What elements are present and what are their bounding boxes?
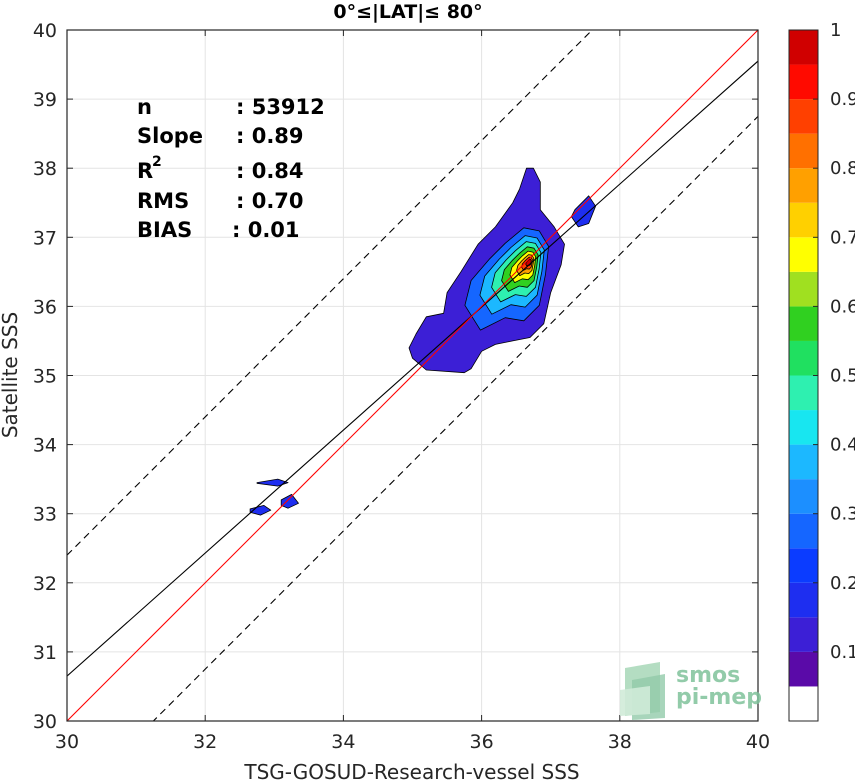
- x-tick-label: 40: [746, 731, 770, 753]
- colorbar: 0.1 0.2 0.3 0.4 0.5 0.6 0.7 0.8 0.9 1: [788, 20, 855, 722]
- colorbar-band: [789, 30, 818, 65]
- y-tick-label: 30: [33, 711, 57, 733]
- y-axis-ticks: 30 31 32 33 34 35 36 37 38 39 40: [33, 20, 758, 733]
- stat-n-label: n: [137, 95, 152, 119]
- colorbar-band: [789, 410, 818, 445]
- y-tick-label: 34: [33, 435, 57, 457]
- y-tick-label: 35: [33, 366, 57, 388]
- colorbar-band: [789, 548, 818, 583]
- colorbar-band: [789, 306, 818, 341]
- x-tick-label: 34: [331, 731, 355, 753]
- colorbar-tick-label: 0.5: [830, 366, 855, 387]
- stat-bias-value: : 0.01: [232, 218, 300, 242]
- colorbar-tick-label: 0.1: [830, 642, 855, 663]
- logo-text-line2: pi-mep: [676, 685, 762, 710]
- lower-bound-line: [152, 115, 758, 721]
- colorbar-band: [789, 444, 818, 480]
- upper-bound-line: [67, 30, 593, 556]
- x-axis-ticks: 30 32 34 36 38 40: [55, 30, 770, 753]
- colorbar-band: [789, 513, 818, 549]
- colorbar-band: [789, 99, 818, 134]
- stat-slope-value: : 0.89: [236, 124, 304, 148]
- colorbar-band: [789, 375, 818, 411]
- colorbar-band: [789, 479, 818, 514]
- stat-r2-value: : 0.84: [236, 159, 304, 183]
- colorbar-tick-label: 0.2: [830, 573, 855, 594]
- stat-r2-label: R: [137, 159, 153, 183]
- y-tick-label: 32: [33, 573, 57, 595]
- colorbar-band: [789, 64, 818, 100]
- contour-island: [280, 493, 299, 509]
- grid-lines: [66, 29, 759, 722]
- colorbar-band: [789, 686, 818, 721]
- smos-pi-mep-logo: smos pi-mep: [620, 662, 762, 720]
- logo-text-line1: smos: [676, 663, 740, 688]
- fit-line: [67, 60, 758, 677]
- x-tick-label: 36: [470, 731, 494, 753]
- identity-line: [67, 30, 758, 721]
- y-tick-label: 40: [33, 20, 57, 42]
- y-tick-label: 39: [33, 89, 57, 111]
- stat-rms-value: : 0.70: [236, 189, 304, 213]
- x-tick-label: 30: [55, 731, 79, 753]
- y-tick-label: 38: [33, 158, 57, 180]
- stats-block: n : 53912 Slope : 0.89 R 2 : 0.84 RMS : …: [137, 95, 325, 242]
- colorbar-band: [789, 582, 818, 618]
- stat-slope-label: Slope: [137, 124, 203, 148]
- colorbar-tick-label: 0.6: [830, 296, 855, 317]
- reference-lines: [67, 30, 758, 721]
- colorbar-tick-label: 0.7: [830, 227, 855, 248]
- colorbar-tick-label: 0.8: [830, 158, 855, 179]
- stat-n-value: : 53912: [236, 95, 325, 119]
- density-contours: [249, 167, 596, 516]
- colorbar-band: [789, 237, 818, 272]
- y-axis-label: Satellite SSS: [0, 312, 22, 438]
- stat-r2-sup: 2: [152, 154, 162, 170]
- colorbar-band: [789, 340, 818, 376]
- y-tick-label: 33: [33, 504, 57, 526]
- colorbar-band: [789, 168, 818, 203]
- colorbar-band: [789, 271, 818, 307]
- stat-rms-label: RMS: [137, 189, 189, 213]
- chart-title: 0°≤|LAT|≤ 80°: [333, 1, 482, 23]
- colorbar-band: [789, 651, 818, 687]
- x-tick-label: 32: [193, 731, 217, 753]
- colorbar-band: [789, 202, 818, 238]
- colorbar-tick-label: 0.3: [830, 504, 855, 525]
- y-tick-label: 36: [33, 296, 57, 318]
- colorbar-band: [789, 617, 818, 652]
- x-tick-label: 38: [608, 731, 632, 753]
- y-tick-label: 37: [33, 227, 57, 249]
- y-tick-label: 31: [33, 642, 57, 664]
- colorbar-band: [789, 133, 818, 169]
- x-axis-label: TSG-GOSUD-Research-vessel SSS: [243, 760, 579, 784]
- stat-bias-label: BIAS: [137, 218, 192, 242]
- colorbar-tick-label: 0.9: [830, 89, 855, 110]
- colorbar-tick-label: 0.4: [830, 435, 855, 456]
- colorbar-tick-label: 1: [830, 20, 841, 41]
